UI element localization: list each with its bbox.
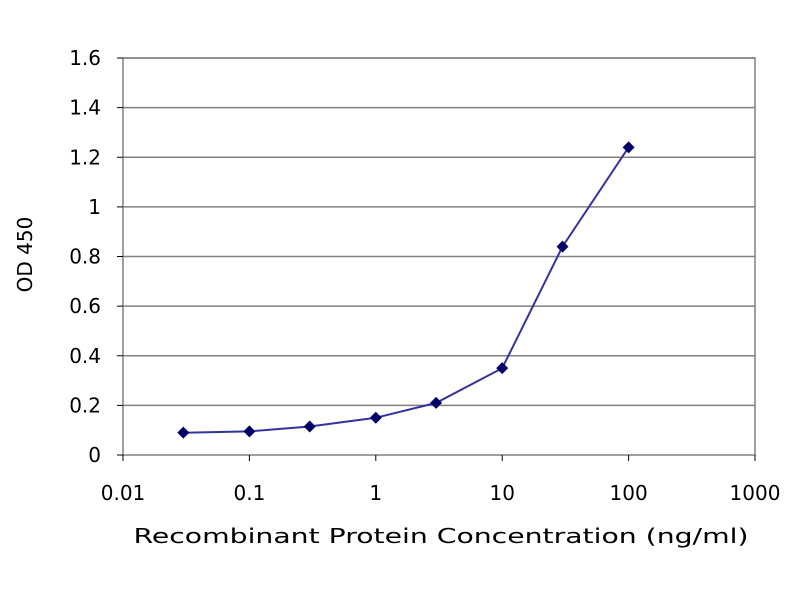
x-tick-label: 0.01 <box>101 481 146 505</box>
y-tick-label: 1.2 <box>69 145 101 169</box>
y-axis-ticks: 0 0.2 0.4 0.6 0.8 1 1.2 1.4 1.6 <box>69 46 123 467</box>
y-tick-label: 0 <box>88 443 101 467</box>
data-point-marker <box>430 396 443 409</box>
x-tick-label: 0.1 <box>233 481 265 505</box>
y-tick-label: 1 <box>88 195 101 219</box>
y-axis-title: OD 450 <box>13 217 37 293</box>
series-line <box>183 146 630 434</box>
x-tick-label: 1000 <box>730 481 781 505</box>
x-tick-label: 10 <box>489 481 514 505</box>
y-tick-label: 1.4 <box>69 96 101 120</box>
x-tick-label: 100 <box>610 481 648 505</box>
y-tick-label: 0.8 <box>69 245 101 269</box>
x-axis-ticks: 0.01 0.1 1 10 100 1000 <box>101 455 781 505</box>
data-point-marker <box>369 411 382 424</box>
data-points <box>177 141 635 439</box>
y-tick-label: 0.2 <box>69 393 101 417</box>
y-tick-label: 1.6 <box>69 46 101 70</box>
data-point-marker <box>243 425 256 438</box>
data-point-marker <box>622 141 635 154</box>
y-tick-label: 0.4 <box>69 344 101 368</box>
y-tick-label: 0.6 <box>69 294 101 318</box>
x-tick-label: 1 <box>369 481 382 505</box>
data-point-marker <box>496 362 509 375</box>
x-axis-title: Recombinant Protein Concentration (ng/ml… <box>134 524 749 548</box>
data-point-marker <box>303 420 316 433</box>
gridlines <box>123 57 755 407</box>
data-point-marker <box>556 240 569 253</box>
data-point-marker <box>177 426 190 439</box>
